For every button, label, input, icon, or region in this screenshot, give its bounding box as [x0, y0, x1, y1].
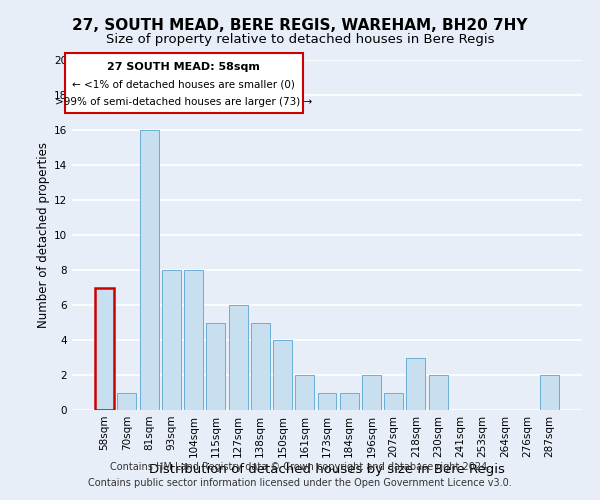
- Bar: [118, 392, 136, 410]
- Text: >99% of semi-detached houses are larger (73) →: >99% of semi-detached houses are larger …: [55, 97, 313, 107]
- Text: 27 SOUTH MEAD: 58sqm: 27 SOUTH MEAD: 58sqm: [107, 62, 260, 72]
- Bar: [251, 322, 270, 410]
- Bar: [384, 392, 403, 410]
- Bar: [140, 130, 158, 410]
- X-axis label: Distribution of detached houses by size in Bere Regis: Distribution of detached houses by size …: [149, 462, 505, 475]
- Bar: [162, 270, 181, 410]
- Text: Size of property relative to detached houses in Bere Regis: Size of property relative to detached ho…: [106, 32, 494, 46]
- Text: 27, SOUTH MEAD, BERE REGIS, WAREHAM, BH20 7HY: 27, SOUTH MEAD, BERE REGIS, WAREHAM, BH2…: [72, 18, 528, 32]
- Text: Contains public sector information licensed under the Open Government Licence v3: Contains public sector information licen…: [88, 478, 512, 488]
- FancyBboxPatch shape: [65, 53, 303, 112]
- Text: Contains HM Land Registry data © Crown copyright and database right 2024.: Contains HM Land Registry data © Crown c…: [110, 462, 490, 472]
- Bar: [206, 322, 225, 410]
- Y-axis label: Number of detached properties: Number of detached properties: [37, 142, 50, 328]
- Bar: [295, 375, 314, 410]
- Bar: [340, 392, 359, 410]
- Bar: [540, 375, 559, 410]
- Bar: [184, 270, 203, 410]
- Bar: [317, 392, 337, 410]
- Bar: [406, 358, 425, 410]
- Bar: [273, 340, 292, 410]
- Bar: [362, 375, 381, 410]
- Bar: [95, 288, 114, 410]
- Bar: [429, 375, 448, 410]
- Text: ← <1% of detached houses are smaller (0): ← <1% of detached houses are smaller (0): [73, 80, 295, 90]
- Bar: [229, 305, 248, 410]
